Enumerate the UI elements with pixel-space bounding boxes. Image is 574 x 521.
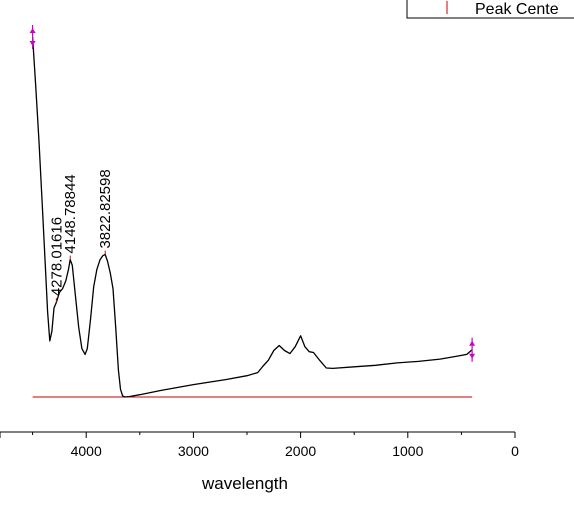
endpoint-marker	[469, 337, 476, 362]
endpoint-markers-layer	[29, 25, 476, 362]
spectrum-line	[31, 36, 473, 398]
spectrum-series-layer	[31, 36, 473, 398]
x-tick-label: 0	[511, 443, 519, 459]
x-tick-label: 1000	[392, 443, 423, 459]
x-axis: 4000 3000 2000 1000 0	[0, 431, 519, 459]
peak-label: 4148.78844	[62, 174, 79, 253]
x-tick-label: 3000	[178, 443, 209, 459]
endpoint-marker	[29, 25, 36, 49]
peak-label: 4278.01616	[48, 217, 65, 296]
legend: Peak Cente	[406, 0, 574, 19]
peak-label: 3822.82598	[97, 169, 114, 248]
x-tick-label: 4000	[71, 443, 102, 459]
legend-box	[406, 0, 574, 19]
legend-label: Peak Cente	[475, 1, 559, 18]
x-tick-label: 2000	[285, 443, 316, 459]
x-axis-title: wavelength	[201, 474, 288, 493]
